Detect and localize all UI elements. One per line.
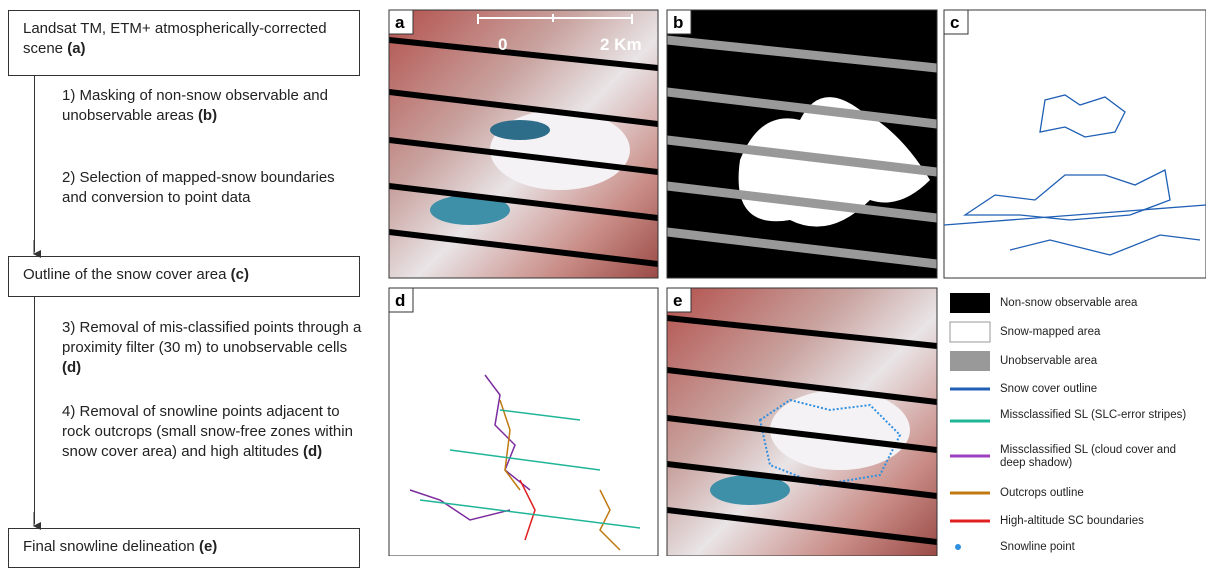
legend-item: Snowline point — [1000, 541, 1075, 553]
step: 2) Selection of mapped-snow boundaries a… — [62, 168, 362, 208]
panel-label: e — [673, 291, 682, 310]
flow-box: Outline of the snow cover area (c) — [8, 256, 360, 297]
step-text: 4) Removal of snowline points adjacent t… — [62, 403, 353, 460]
panel-labels: a b c d e 0 2 Km — [388, 9, 969, 313]
panel-label: c — [950, 13, 959, 32]
step-text: 3) Removal of mis-classified points thro… — [62, 319, 362, 356]
panel-label: d — [395, 291, 405, 310]
step-text: 1) Masking of non-snow observable and un… — [62, 87, 328, 124]
step: 1) Masking of non-snow observable and un… — [62, 86, 362, 126]
page: Landsat TM, ETM+ atmospherically-correct… — [8, 9, 1206, 568]
box-text: Outline of the snow cover area — [23, 266, 227, 283]
box-ref: (a) — [67, 40, 86, 57]
scale-label: 2 Km — [600, 35, 642, 54]
box-ref: (e) — [198, 538, 218, 555]
legend-item: Snow cover outline — [1000, 383, 1098, 395]
box-text: Landsat TM, ETM+ atmospherically-correct… — [23, 20, 327, 57]
scale-label: 0 — [498, 35, 507, 54]
box-ref: (c) — [230, 266, 249, 283]
legend-item: Missclassified SL (cloud cover and deep … — [1000, 444, 1176, 469]
legend-item: Snow-mapped area — [1000, 326, 1101, 338]
panel-label: b — [673, 13, 683, 32]
arrow — [34, 297, 35, 524]
legend-item: Missclassified SL (SLC-error stripes) — [1000, 409, 1187, 421]
step-ref: (d) — [62, 359, 82, 376]
panel-label: a — [395, 13, 405, 32]
step-ref: (b) — [197, 107, 218, 124]
legend-item: Unobservable area — [1000, 355, 1098, 367]
legend-item: Outcrops outline — [1000, 487, 1084, 499]
step: 3) Removal of mis-classified points thro… — [62, 318, 362, 378]
legend-item: High-altitude SC boundaries — [1000, 515, 1144, 527]
flow-box: Landsat TM, ETM+ atmospherically-correct… — [8, 10, 360, 76]
legend-item: Non-snow observable area — [1000, 297, 1138, 309]
panels: a b c d e 0 2 Km — [33, 9, 1206, 556]
step-ref: (d) — [302, 443, 323, 460]
box-text: Final snowline delineation — [23, 538, 195, 555]
step: 4) Removal of snowline points adjacent t… — [62, 402, 362, 462]
step-text: 2) Selection of mapped-snow boundaries a… — [62, 169, 335, 206]
arrow — [34, 76, 35, 252]
